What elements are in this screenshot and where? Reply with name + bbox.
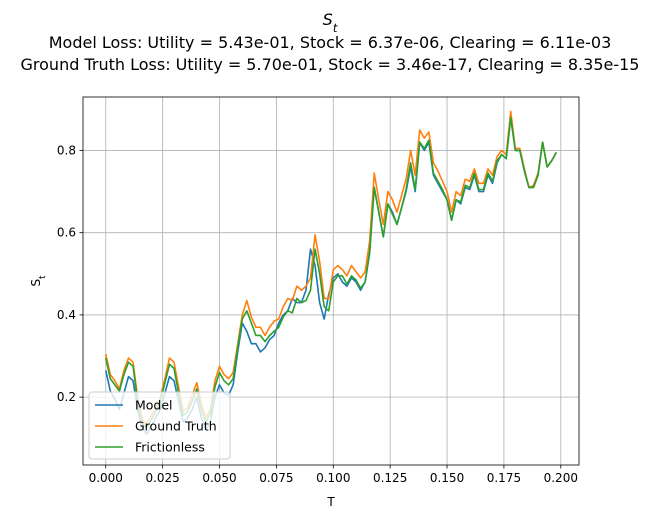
grid	[83, 97, 579, 465]
x-tick-label: 0.025	[145, 471, 179, 485]
chart-subtitle-model-loss: Model Loss: Utility = 5.43e-01, Stock = …	[49, 33, 612, 52]
x-tick-label: 0.175	[487, 471, 521, 485]
x-tick-label: 0.200	[544, 471, 578, 485]
legend-label-model: Model	[135, 398, 173, 413]
y-axis-label: St	[29, 275, 48, 287]
x-tick-label: 0.050	[202, 471, 236, 485]
legend: Model Ground Truth Frictionless	[88, 391, 231, 460]
plot-frame	[82, 96, 580, 466]
x-tick-label: 0.100	[316, 471, 350, 485]
chart-subtitle-ground-truth-loss: Ground Truth Loss: Utility = 5.70e-01, S…	[21, 55, 640, 74]
legend-box	[88, 391, 231, 460]
legend-label-frictionless: Frictionless	[135, 440, 205, 455]
y-tick-label: 0.6	[57, 226, 76, 240]
x-tick-label: 0.075	[259, 471, 293, 485]
ticks: 0.000 0.025 0.050 0.075 0.100 0.125 0.150 0.175…	[57, 143, 578, 485]
x-tick-label: 0.150	[430, 471, 464, 485]
x-tick-label: 0.000	[89, 471, 123, 485]
x-axis-label: T	[326, 495, 335, 509]
y-tick-label: 0.4	[57, 308, 76, 322]
chart-title: St	[323, 10, 338, 35]
y-tick-label: 0.8	[57, 143, 76, 157]
y-tick-label: 0.2	[57, 390, 76, 404]
legend-label-ground-truth: Ground Truth	[135, 419, 217, 434]
x-tick-label: 0.125	[373, 471, 407, 485]
